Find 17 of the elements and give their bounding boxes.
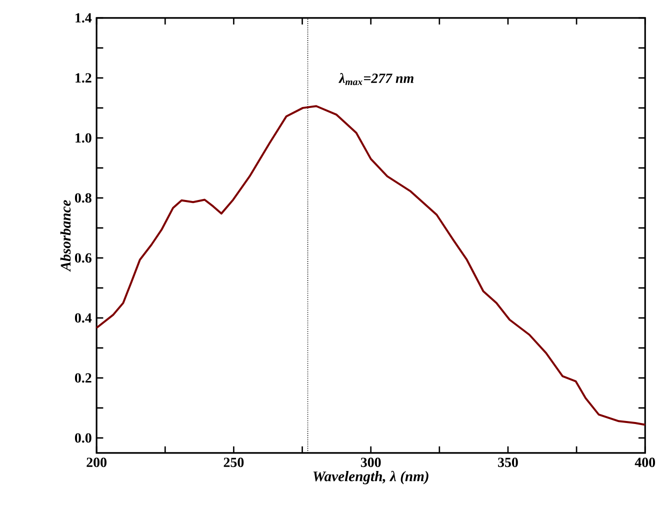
x-tick-label: 350 xyxy=(498,458,518,468)
y-tick-label: 0.4 xyxy=(74,313,92,323)
x-tick-label: 300 xyxy=(360,458,381,468)
x-tick-label: 250 xyxy=(224,458,244,468)
y-tick-label: 1.0 xyxy=(76,133,92,143)
ref-line-label: λ$_{max}$=277 nm xyxy=(338,73,414,86)
y-tick-label: 1.2 xyxy=(76,73,92,83)
y-tick-label: 0.6 xyxy=(74,253,92,263)
x-axis-title: Wavelength, λ (nm) xyxy=(313,471,428,484)
y-axis-title: Absorbance xyxy=(60,200,71,272)
y-tick-label: 0.8 xyxy=(74,193,92,203)
y-tick-label: 1.4 xyxy=(76,13,92,23)
y-tick-label: 0.2 xyxy=(74,373,92,383)
y-tick-label: 0.0 xyxy=(74,433,92,443)
x-tick-label: 200 xyxy=(86,458,106,468)
x-tick-label: 400 xyxy=(634,458,656,468)
line-series xyxy=(96,105,646,426)
